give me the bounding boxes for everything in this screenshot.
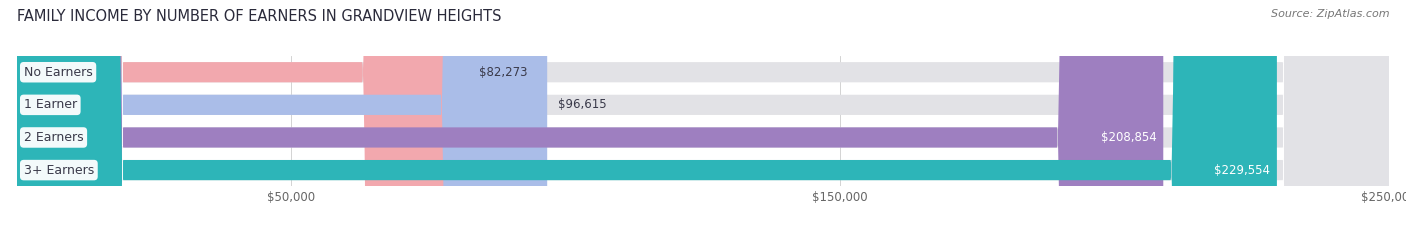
- FancyBboxPatch shape: [17, 0, 468, 233]
- FancyBboxPatch shape: [17, 0, 1389, 233]
- Text: Source: ZipAtlas.com: Source: ZipAtlas.com: [1271, 9, 1389, 19]
- Bar: [17, 154, 1389, 186]
- Text: 3+ Earners: 3+ Earners: [24, 164, 94, 177]
- Text: $96,615: $96,615: [558, 98, 607, 111]
- FancyBboxPatch shape: [17, 0, 547, 233]
- Text: $208,854: $208,854: [1101, 131, 1156, 144]
- Bar: [17, 89, 1389, 121]
- FancyBboxPatch shape: [17, 0, 1163, 233]
- FancyBboxPatch shape: [17, 0, 1277, 233]
- FancyBboxPatch shape: [17, 0, 1389, 233]
- Text: 1 Earner: 1 Earner: [24, 98, 77, 111]
- Text: FAMILY INCOME BY NUMBER OF EARNERS IN GRANDVIEW HEIGHTS: FAMILY INCOME BY NUMBER OF EARNERS IN GR…: [17, 9, 502, 24]
- FancyBboxPatch shape: [17, 0, 1389, 233]
- Bar: [17, 121, 1389, 154]
- Text: 2 Earners: 2 Earners: [24, 131, 83, 144]
- Text: $82,273: $82,273: [479, 66, 527, 79]
- Text: No Earners: No Earners: [24, 66, 93, 79]
- Bar: [17, 56, 1389, 89]
- Text: $229,554: $229,554: [1213, 164, 1270, 177]
- FancyBboxPatch shape: [17, 0, 1389, 233]
